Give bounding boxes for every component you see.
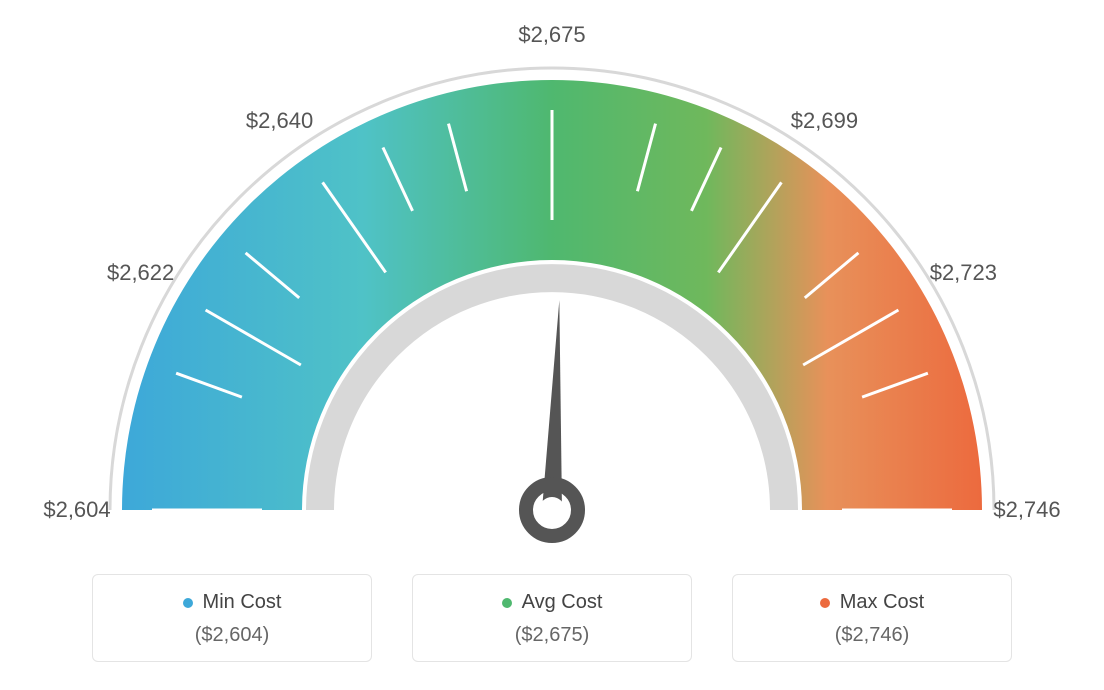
legend-value-avg: ($2,675) bbox=[423, 624, 681, 647]
gauge-tick-label: $2,640 bbox=[246, 108, 313, 134]
legend-label: Avg Cost bbox=[522, 591, 603, 614]
legend-row: Min Cost ($2,604) Avg Cost ($2,675) Max … bbox=[92, 574, 1012, 662]
gauge-tick-label: $2,622 bbox=[107, 260, 174, 286]
gauge-tick-label: $2,675 bbox=[518, 22, 585, 48]
legend-card-avg: Avg Cost ($2,675) bbox=[412, 574, 692, 662]
gauge-tick-label: $2,746 bbox=[993, 497, 1060, 523]
gauge-chart: $2,604$2,622$2,640$2,675$2,699$2,723$2,7… bbox=[52, 40, 1052, 550]
gauge-tick-label: $2,604 bbox=[43, 497, 110, 523]
legend-title-max: Max Cost bbox=[820, 591, 924, 614]
legend-value-max: ($2,746) bbox=[743, 624, 1001, 647]
legend-label: Min Cost bbox=[203, 591, 282, 614]
legend-card-max: Max Cost ($2,746) bbox=[732, 574, 1012, 662]
dot-icon bbox=[502, 598, 512, 608]
legend-label: Max Cost bbox=[840, 591, 924, 614]
legend-card-min: Min Cost ($2,604) bbox=[92, 574, 372, 662]
legend-title-avg: Avg Cost bbox=[502, 591, 603, 614]
legend-title-min: Min Cost bbox=[183, 591, 282, 614]
dot-icon bbox=[183, 598, 193, 608]
gauge-tick-label: $2,723 bbox=[930, 260, 997, 286]
legend-value-min: ($2,604) bbox=[103, 624, 361, 647]
gauge-tick-label: $2,699 bbox=[791, 108, 858, 134]
gauge-svg bbox=[52, 40, 1052, 560]
dot-icon bbox=[820, 598, 830, 608]
